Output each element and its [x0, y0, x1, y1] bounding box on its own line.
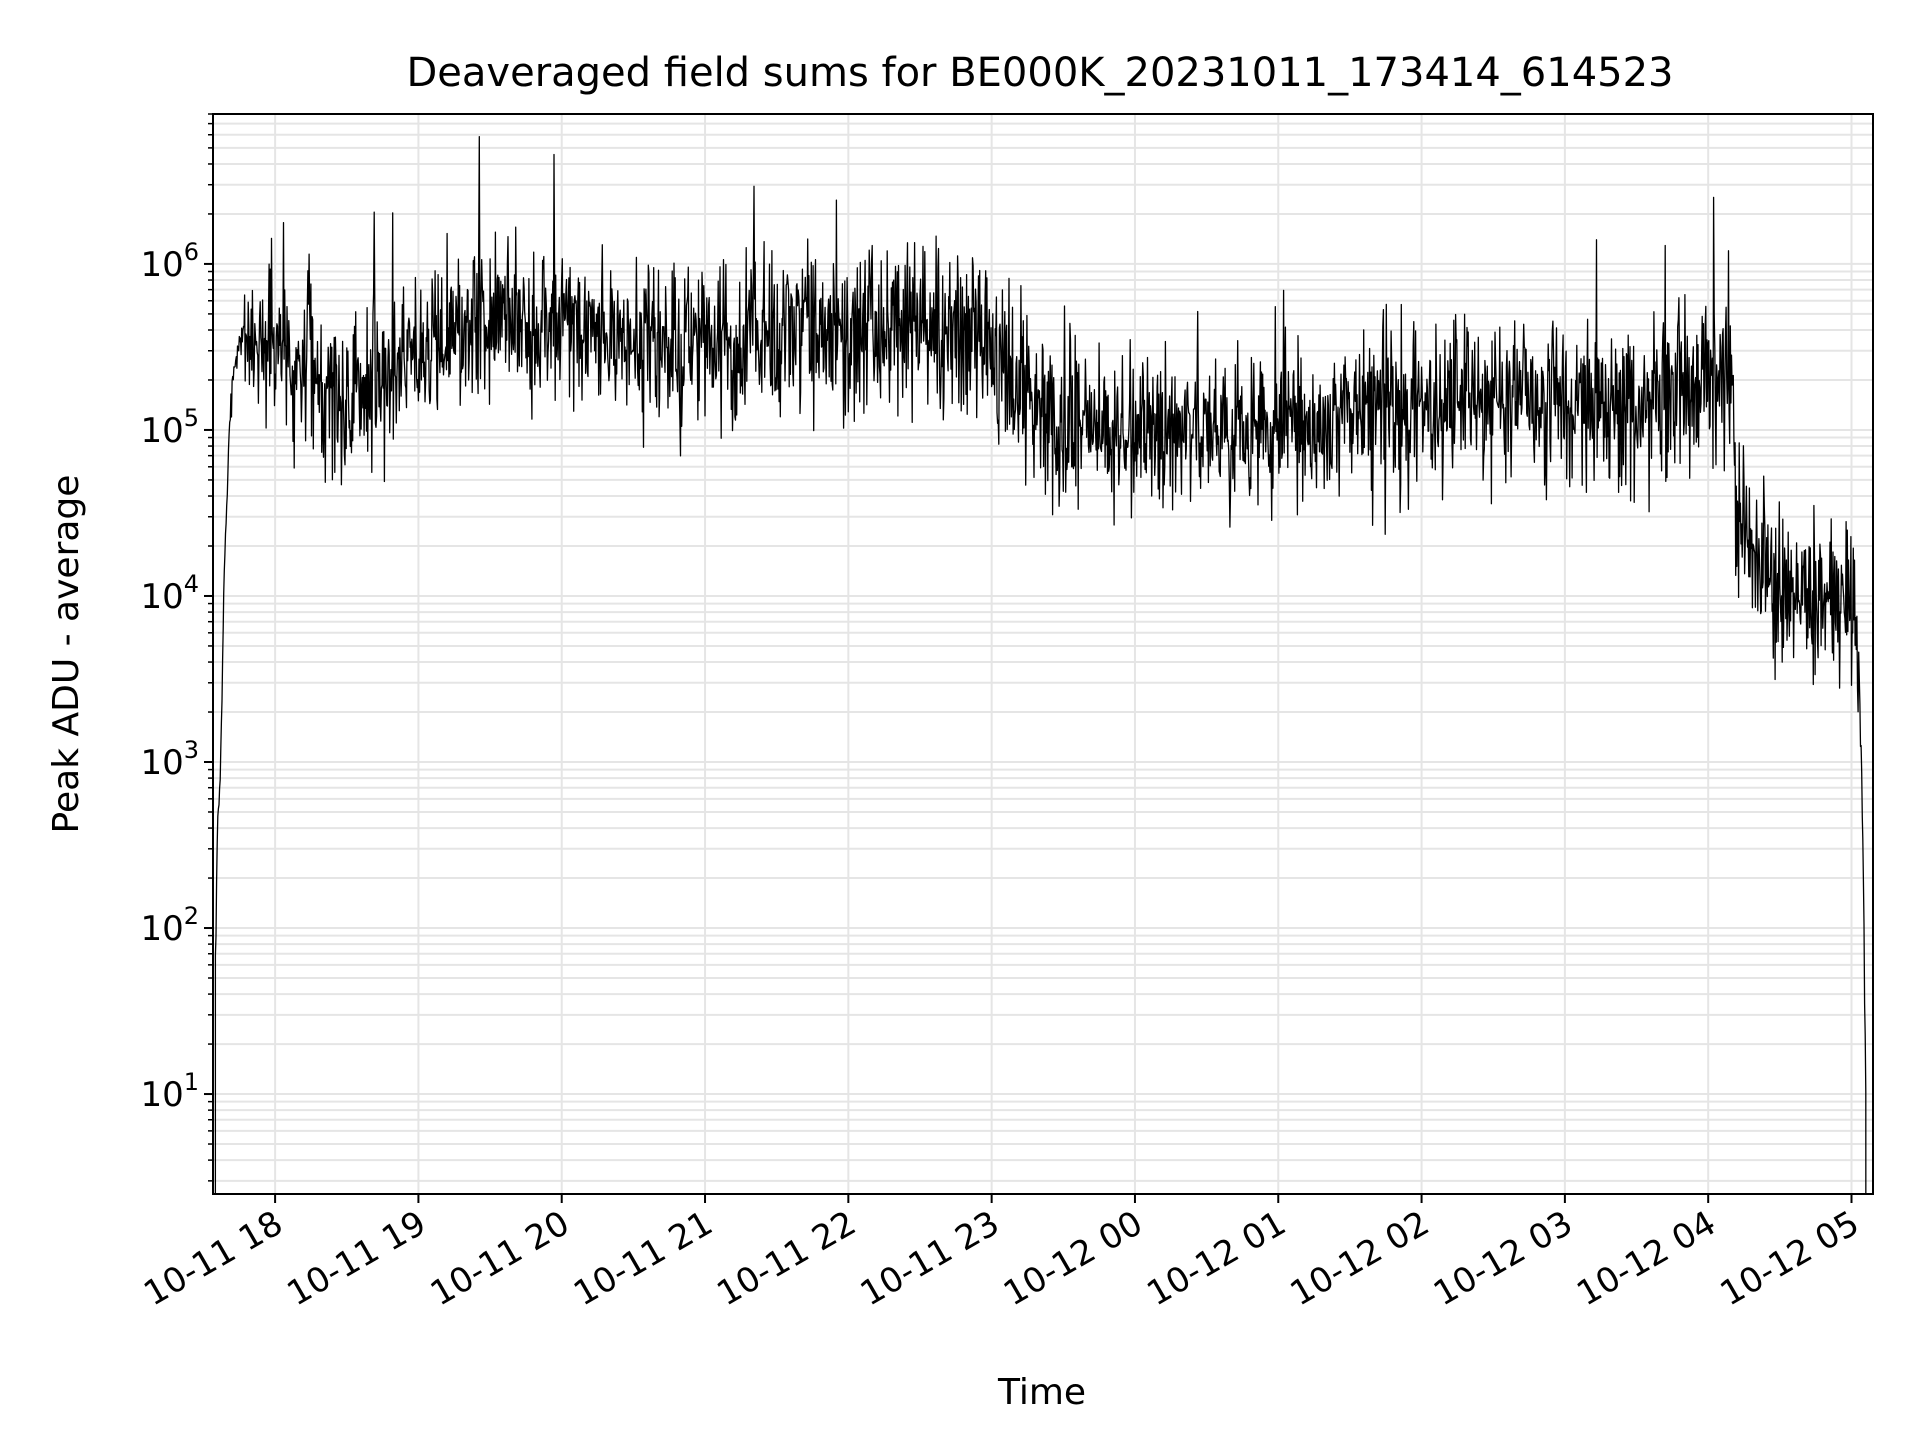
- y-tick-base: 10: [140, 411, 183, 451]
- y-tick-base: 10: [140, 1075, 183, 1115]
- series-line: [214, 135, 1867, 1195]
- y-tick-label: 106: [140, 238, 199, 285]
- y-tick-base: 10: [140, 245, 183, 285]
- y-tick-label: 104: [140, 570, 199, 617]
- y-tick-exponent: 1: [184, 1068, 199, 1096]
- chart-title: Deaveraged field sums for BE000K_2023101…: [407, 50, 1674, 96]
- y-tick-exponent: 2: [184, 902, 199, 930]
- series-group: [214, 135, 1867, 1195]
- y-tick-label: 101: [140, 1068, 199, 1115]
- y-tick-label: 103: [140, 736, 199, 783]
- y-tick-label: 102: [140, 902, 199, 949]
- y-tick-exponent: 4: [184, 570, 199, 598]
- y-tick-exponent: 6: [184, 238, 199, 266]
- y-tick-base: 10: [140, 577, 183, 617]
- y-tick-exponent: 5: [184, 404, 199, 432]
- y-tick-exponent: 3: [184, 736, 199, 764]
- x-axis-label: Time: [997, 1372, 1086, 1413]
- y-tick-base: 10: [140, 743, 183, 783]
- y-tick-base: 10: [140, 909, 183, 949]
- y-tick-label: 105: [140, 404, 199, 451]
- plot-frame: [212, 113, 1874, 1195]
- y-axis-label: Peak ADU - average: [46, 475, 87, 834]
